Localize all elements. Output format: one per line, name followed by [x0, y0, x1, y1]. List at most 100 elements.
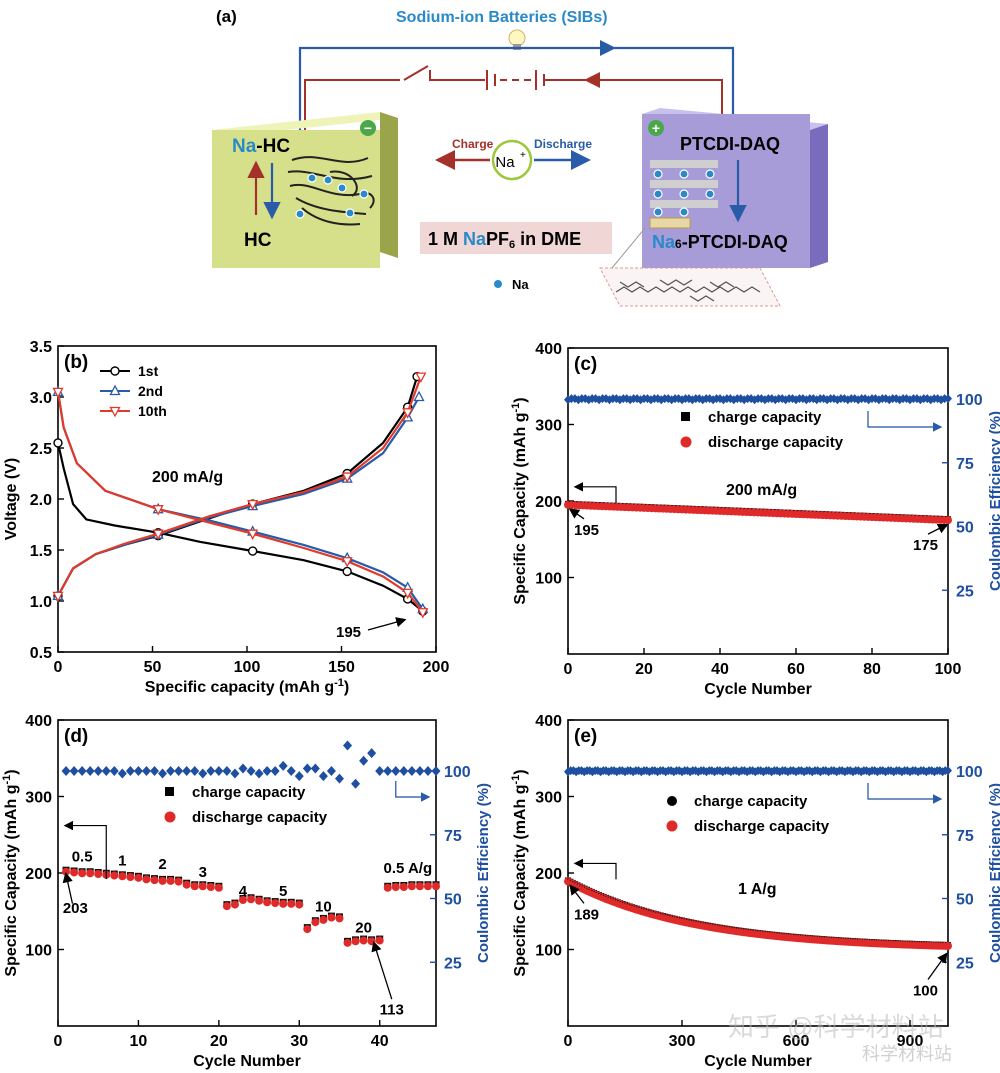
electrolyte-label: 1 M NaPF6 in DME — [428, 229, 581, 251]
y-tick-label: 1.5 — [30, 543, 52, 560]
y-tick-label: 200 — [535, 494, 562, 511]
efficiency-marker — [431, 766, 441, 776]
efficiency-marker — [391, 766, 401, 776]
x-tick-label: 0 — [564, 1033, 573, 1050]
series-10th-marker — [417, 608, 429, 619]
efficiency-marker — [214, 766, 224, 776]
svg-text:Na: Na — [495, 154, 515, 171]
x-tick-label: 100 — [234, 659, 261, 676]
discharge-capacity-marker — [142, 875, 151, 884]
discharge-capacity-marker — [86, 869, 95, 878]
discharge-capacity-marker — [238, 896, 247, 905]
cathode-electrode: + PTCDI-DAQ Na6-PTCDI-DAQ — [599, 108, 828, 307]
discharge-capacity-marker — [359, 936, 368, 945]
annotation-arrow — [371, 940, 393, 1000]
panel-a-label: (a) — [216, 7, 237, 26]
efficiency-marker — [286, 766, 296, 776]
y2-tick-label: 50 — [444, 892, 462, 909]
annotation-arrow — [367, 617, 407, 631]
left-axis-arrow — [573, 858, 617, 880]
watermark-text: 知乎 @科学材料站 — [728, 1012, 944, 1042]
discharge-capacity-marker — [944, 516, 952, 525]
y2-tick-label: 100 — [956, 392, 983, 409]
right-axis-arrow — [867, 411, 943, 432]
anode-top-label: Na-HC — [232, 136, 290, 157]
discharge-capacity-marker — [198, 882, 207, 891]
electrolyte-box — [420, 222, 612, 254]
x-tick-label: 0 — [54, 1033, 63, 1050]
legend-label-1st: 1st — [138, 363, 159, 379]
svg-text:−: − — [364, 120, 372, 136]
y-axis-label: Specific Capacity (mAh g-1) — [510, 397, 529, 604]
efficiency-marker — [262, 766, 272, 776]
efficiency-marker — [125, 766, 135, 776]
discharge-capacity-marker — [423, 882, 432, 891]
panel-label: (b) — [64, 352, 88, 373]
series-10th-marker — [152, 505, 164, 516]
series-10th-marker — [402, 408, 414, 419]
discharge-capacity-marker — [70, 868, 79, 877]
series-10th-marker — [247, 499, 259, 511]
annotation-label: 195 — [574, 522, 599, 539]
power-source-icon — [486, 70, 545, 90]
legend-marker-1st — [110, 366, 120, 376]
rate-annotation: 1 A/g — [738, 881, 777, 898]
efficiency-marker — [399, 766, 409, 776]
legend-marker-discharge — [680, 436, 692, 448]
discharge-capacity-marker — [415, 882, 424, 891]
efficiency-marker — [182, 766, 192, 776]
discharge-capacity-marker — [230, 900, 239, 909]
watermark: 知乎 @科学材料站 科学材料站 — [728, 1012, 952, 1064]
annotation-arrow — [568, 508, 585, 520]
efficiency-marker — [166, 766, 176, 776]
y-axis-label: Specific Capacity (mAh g-1) — [510, 769, 529, 976]
rate-label: 0.5 — [72, 849, 93, 866]
efficiency-marker — [375, 766, 385, 776]
discharge-capacity-marker — [118, 872, 127, 881]
panel-d-chart: 0 10 20 30 40 100 200 300 400 (d) Cycle Number Spec… — [1, 713, 492, 1070]
y-tick-label: 100 — [25, 943, 52, 960]
series-10th-marker — [341, 557, 353, 568]
y-tick-label: 200 — [25, 866, 52, 883]
y2-axis-label: Coulombic Efficiency (%) — [987, 783, 1000, 963]
molecule-structure-icon — [615, 279, 761, 302]
y2-tick-label: 75 — [956, 828, 974, 845]
x-axis-label: Cycle Number — [704, 1053, 812, 1070]
y2-tick-label: 25 — [444, 955, 462, 972]
efficiency-marker — [222, 766, 232, 776]
discharge-capacity-marker — [134, 873, 143, 882]
legend-marker-discharge — [666, 820, 678, 832]
sodium-ions-anode — [295, 173, 369, 219]
y-tick-label: 300 — [535, 418, 562, 435]
discharge-capacity-marker — [182, 880, 191, 889]
discharge-capacity-marker — [214, 883, 223, 892]
y2-axis-label: Coulombic Efficiency (%) — [475, 783, 492, 963]
discharge-capacity-marker — [166, 876, 175, 885]
panel-c-chart: 0 20 40 60 80 100 100 200 300 400 (c) Cycle Number S… — [510, 341, 1000, 698]
y-tick-label: 300 — [25, 790, 52, 807]
panel-e-chart: 0 300 600 900 100 200 300 400 (e) Cycle Number Spe… — [510, 713, 1000, 1070]
efficiency-marker — [85, 766, 95, 776]
series-1st-marker — [247, 546, 258, 556]
discharge-capacity-marker — [375, 936, 384, 945]
annotation-arrow — [569, 884, 585, 904]
y-tick-label: 300 — [535, 790, 562, 807]
rate-label: 0.5 A/g — [384, 860, 433, 877]
annotation-label: 175 — [913, 537, 938, 554]
y-tick-label: 100 — [535, 943, 562, 960]
efficiency-marker — [334, 773, 344, 784]
discharge-capacity-marker — [222, 902, 231, 911]
efficiency-marker — [415, 766, 425, 776]
discharge-capacity-marker — [303, 925, 312, 934]
annotation-label: 203 — [63, 900, 88, 917]
y-tick-label: 3.5 — [30, 339, 52, 356]
x-tick-label: 100 — [935, 661, 962, 678]
y2-tick-label: 25 — [956, 583, 974, 600]
y-tick-label: 2.5 — [30, 441, 52, 458]
efficiency-marker — [278, 760, 288, 771]
efficiency-marker — [101, 766, 111, 776]
rate-label: 5 — [279, 883, 287, 900]
discharge-capacity-marker — [206, 883, 215, 892]
x-tick-label: 50 — [144, 659, 162, 676]
